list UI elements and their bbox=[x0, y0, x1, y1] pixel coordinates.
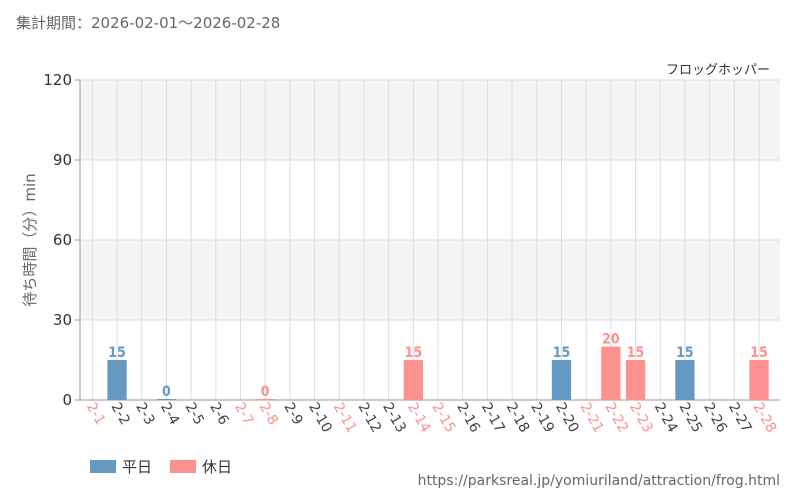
y-axis-title: 待ち時間（分）min bbox=[21, 173, 39, 306]
plot-band bbox=[80, 240, 780, 320]
x-tick-label: 2-8 bbox=[256, 400, 281, 428]
legend-label-weekday: 平日 bbox=[122, 458, 153, 476]
x-tick-label: 2-18 bbox=[503, 400, 533, 436]
legend-item-weekday[interactable]: 平日 bbox=[90, 456, 152, 477]
bar-value-label: 15 bbox=[627, 345, 645, 361]
x-tick-label: 2-25 bbox=[675, 400, 705, 436]
x-tick-label: 2-3 bbox=[132, 400, 157, 428]
x-tick-label: 2-5 bbox=[182, 400, 207, 428]
legend-swatch-holiday bbox=[170, 460, 197, 473]
x-tick-label: 2-26 bbox=[700, 400, 730, 436]
y-tick-label: 90 bbox=[53, 151, 72, 169]
bar-value-label: 0 bbox=[162, 384, 171, 400]
bar bbox=[551, 360, 572, 400]
x-tick-label: 2-21 bbox=[577, 400, 607, 436]
bar bbox=[255, 399, 275, 400]
bar bbox=[625, 360, 646, 400]
bar-value-label: 15 bbox=[108, 345, 126, 361]
bar-value-label: 15 bbox=[405, 345, 423, 361]
chart-svg: 0 30 60 90 120 待ち時間（分）min フロッグホッパー 15 0 0 15 15 20 15… bbox=[21, 63, 780, 436]
bar-value-label: 20 bbox=[602, 332, 620, 348]
x-tick-label: 2-17 bbox=[478, 400, 508, 436]
x-tick-label: 2-2 bbox=[108, 400, 133, 428]
x-tick-label: 2-9 bbox=[280, 400, 305, 428]
y-tick-label: 60 bbox=[53, 231, 72, 249]
x-tick-label: 2-27 bbox=[725, 400, 755, 436]
x-tick-label: 2-12 bbox=[354, 400, 384, 436]
y-tick-label: 30 bbox=[53, 311, 72, 329]
x-tick-label: 2-24 bbox=[651, 400, 681, 436]
bar bbox=[749, 360, 769, 400]
chart: 0 30 60 90 120 待ち時間（分）min フロッグホッパー 15 0 0 15 15 20 15… bbox=[21, 63, 780, 436]
legend-swatch-weekday bbox=[90, 460, 116, 473]
period-label: 集計期間：2026-02-01～2026-02-28 bbox=[16, 14, 281, 32]
x-tick-label: 2-1 bbox=[83, 400, 108, 428]
x-tick-label: 2-19 bbox=[527, 400, 557, 436]
x-tick-label: 2-15 bbox=[429, 400, 459, 436]
bar bbox=[156, 399, 177, 400]
plot-band bbox=[80, 80, 780, 160]
legend: 平日 休日 bbox=[90, 456, 232, 477]
y-tick-label: 120 bbox=[43, 71, 72, 89]
bar bbox=[675, 360, 695, 400]
bar bbox=[601, 346, 621, 400]
x-tick-label: 2-13 bbox=[379, 400, 409, 436]
chart-title: フロッグホッパー bbox=[666, 63, 770, 78]
x-tick-label: 2-20 bbox=[552, 400, 582, 436]
x-tick-label: 2-22 bbox=[601, 400, 631, 436]
bar bbox=[403, 360, 423, 400]
x-tick-label: 2-7 bbox=[231, 400, 256, 428]
source-url: https://parksreal.jp/yomiuriland/attract… bbox=[417, 473, 780, 489]
x-tick-label: 2-10 bbox=[305, 400, 335, 436]
y-tick-label: 0 bbox=[62, 391, 72, 409]
bar-value-label: 15 bbox=[676, 345, 694, 361]
x-tick-label: 2-28 bbox=[750, 400, 780, 436]
x-tick-label: 2-23 bbox=[626, 400, 656, 436]
x-tick-label: 2-14 bbox=[404, 400, 434, 436]
bar-value-label: 15 bbox=[553, 345, 571, 361]
bar bbox=[107, 360, 127, 400]
bar-value-label: 15 bbox=[750, 345, 768, 361]
bar-value-label: 0 bbox=[261, 384, 270, 400]
legend-item-holiday[interactable]: 休日 bbox=[170, 456, 232, 477]
x-tick-label: 2-11 bbox=[330, 400, 360, 436]
x-tick-label: 2-4 bbox=[157, 400, 182, 428]
x-tick-label: 2-16 bbox=[453, 400, 483, 436]
x-tick-label: 2-6 bbox=[206, 400, 231, 428]
legend-label-holiday: 休日 bbox=[202, 458, 233, 476]
